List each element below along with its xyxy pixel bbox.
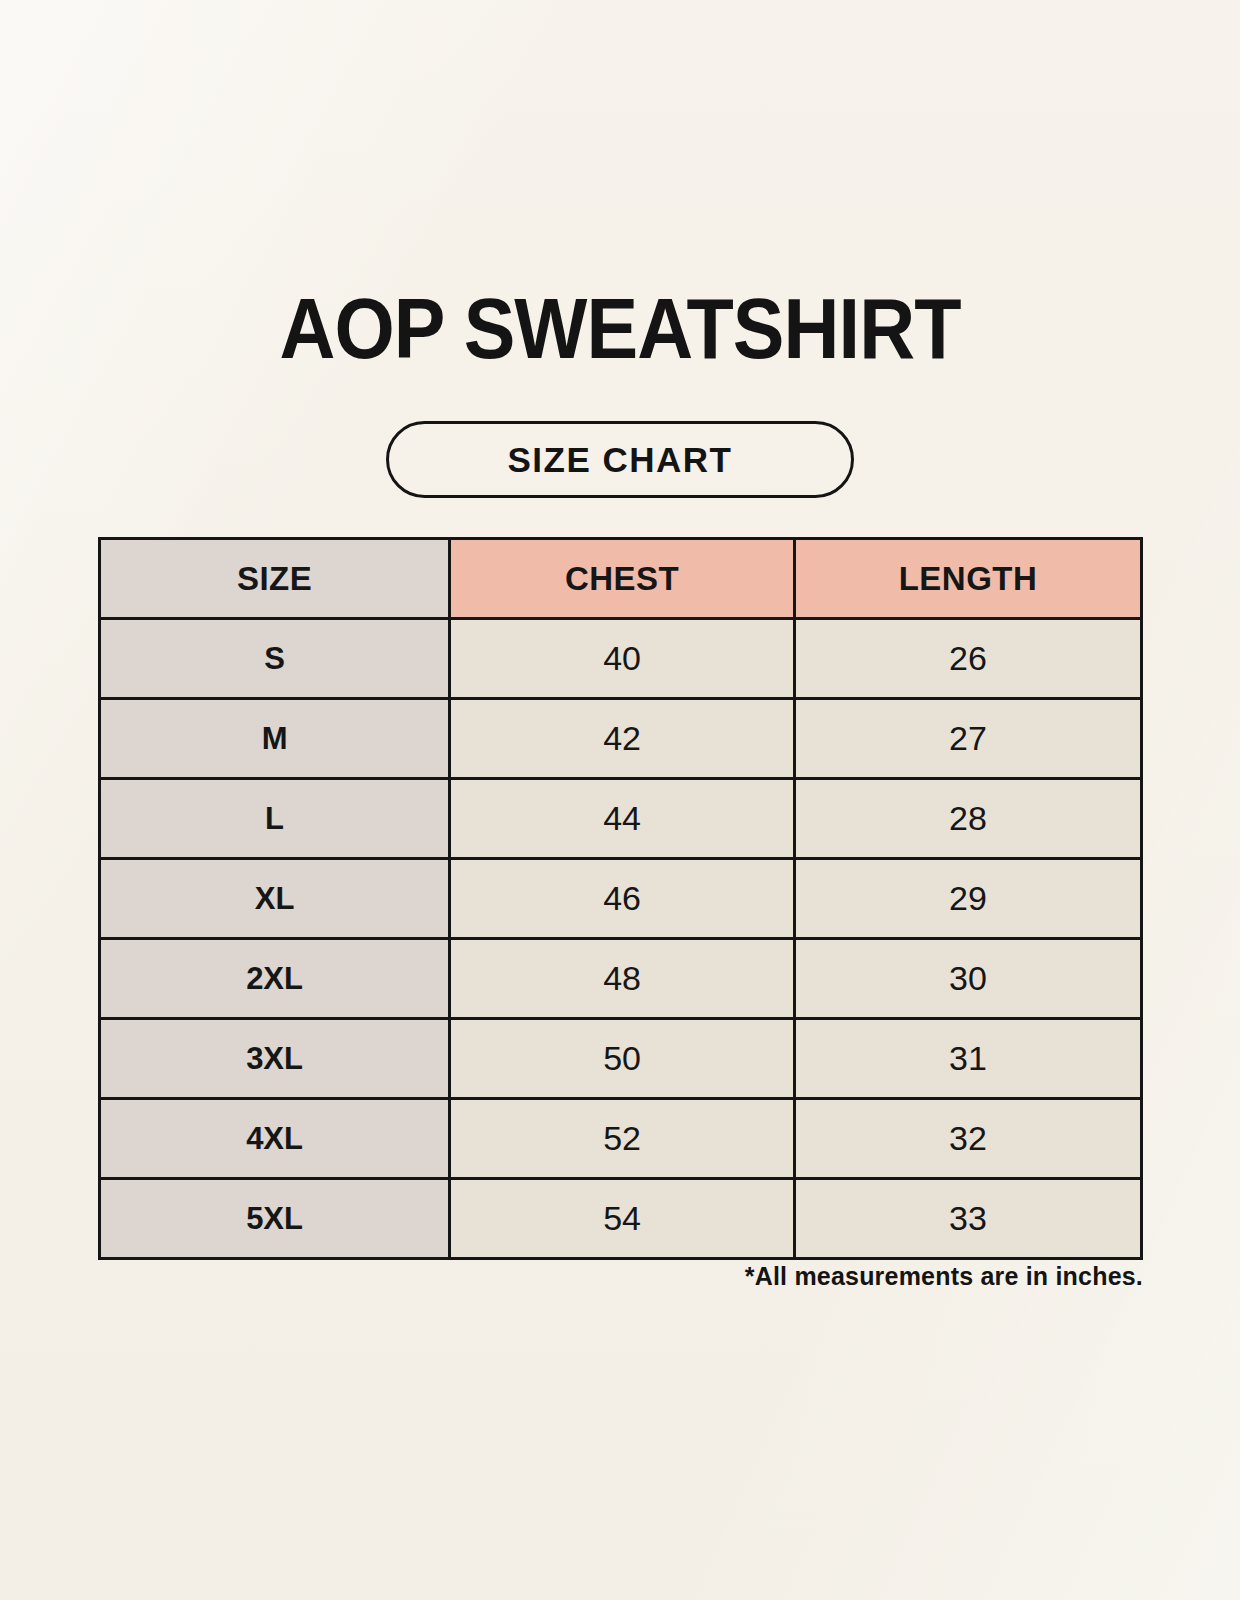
table-row: L4428: [100, 779, 1142, 859]
size-cell: XL: [100, 859, 450, 939]
chest-cell: 52: [450, 1099, 795, 1179]
column-header-chest: CHEST: [450, 539, 795, 619]
size-cell: 3XL: [100, 1019, 450, 1099]
size-chart-badge-label: SIZE CHART: [508, 440, 733, 480]
size-cell: 2XL: [100, 939, 450, 1019]
length-cell: 31: [795, 1019, 1142, 1099]
length-cell: 26: [795, 619, 1142, 699]
size-cell: M: [100, 699, 450, 779]
measurements-footnote: *All measurements are in inches.: [745, 1262, 1143, 1291]
chest-cell: 40: [450, 619, 795, 699]
table-row: 5XL5433: [100, 1179, 1142, 1259]
size-cell: 5XL: [100, 1179, 450, 1259]
length-cell: 33: [795, 1179, 1142, 1259]
table-row: 3XL5031: [100, 1019, 1142, 1099]
chest-cell: 42: [450, 699, 795, 779]
chest-cell: 46: [450, 859, 795, 939]
table-row: 4XL5232: [100, 1099, 1142, 1179]
length-cell: 28: [795, 779, 1142, 859]
column-header-size: SIZE: [100, 539, 450, 619]
size-cell: S: [100, 619, 450, 699]
length-cell: 27: [795, 699, 1142, 779]
size-chart-table: SIZECHESTLENGTH S4026M4227L4428XL46292XL…: [98, 537, 1143, 1260]
table-row: XL4629: [100, 859, 1142, 939]
size-chart-badge: SIZE CHART: [386, 421, 854, 498]
chest-cell: 50: [450, 1019, 795, 1099]
table-row: 2XL4830: [100, 939, 1142, 1019]
length-cell: 30: [795, 939, 1142, 1019]
table-header-row: SIZECHESTLENGTH: [100, 539, 1142, 619]
size-cell: L: [100, 779, 450, 859]
chest-cell: 48: [450, 939, 795, 1019]
chest-cell: 54: [450, 1179, 795, 1259]
size-cell: 4XL: [100, 1099, 450, 1179]
table-row: M4227: [100, 699, 1142, 779]
page-title: AOP SWEATSHIRT: [62, 283, 1178, 373]
page-root: { "page": { "title": "AOP SWEATSHIRT", "…: [0, 0, 1240, 1600]
length-cell: 32: [795, 1099, 1142, 1179]
chest-cell: 44: [450, 779, 795, 859]
table-row: S4026: [100, 619, 1142, 699]
column-header-length: LENGTH: [795, 539, 1142, 619]
length-cell: 29: [795, 859, 1142, 939]
table-body: S4026M4227L4428XL46292XL48303XL50314XL52…: [100, 619, 1142, 1259]
